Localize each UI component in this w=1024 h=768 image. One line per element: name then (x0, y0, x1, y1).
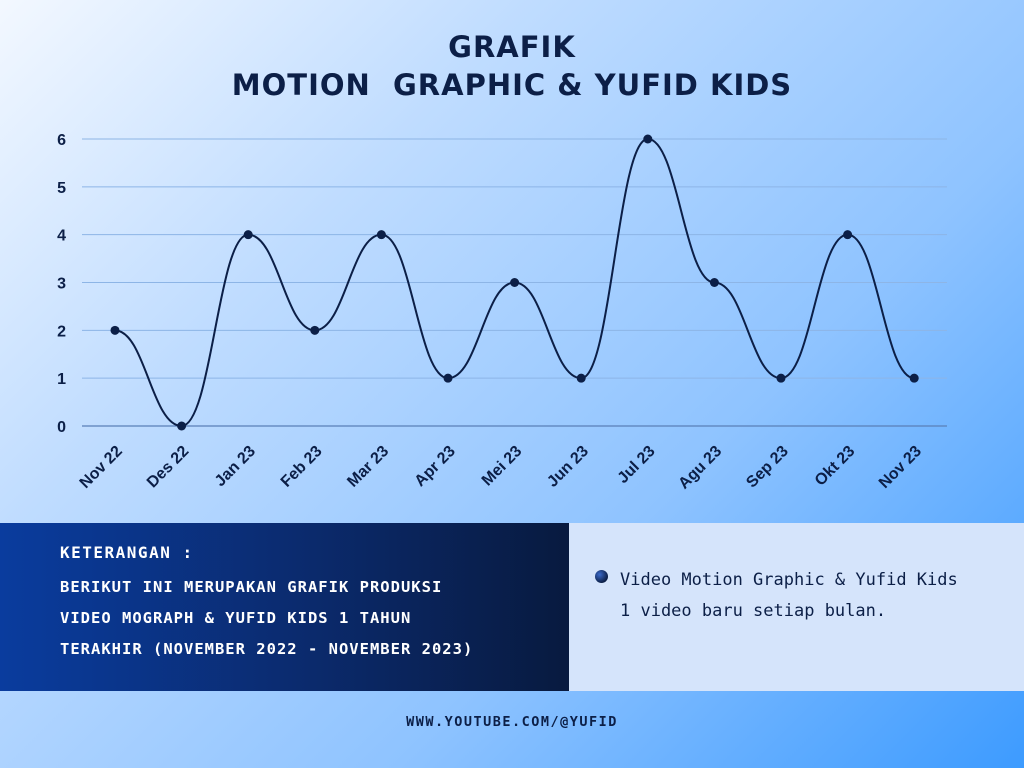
y-tick-label: 3 (57, 276, 66, 293)
data-point (243, 230, 253, 240)
data-point (576, 373, 586, 383)
y-tick-label: 6 (57, 132, 66, 149)
legend-panel: Video Motion Graphic & Yufid Kids 1 vide… (569, 523, 1024, 691)
legend-text: Video Motion Graphic & Yufid Kids 1 vide… (620, 565, 958, 627)
y-tick-label: 2 (57, 323, 66, 340)
keterangan-line-2: VIDEO MOGRAPH & YUFID KIDS 1 TAHUN (60, 609, 412, 627)
x-axis-ticks: Nov 22 Des 22 Jan 23 Feb 23 Mar 23 Apr 23 Mei … (77, 443, 925, 493)
chart-title: GRAFIK MOTION GRAPHIC & YUFID KIDS (0, 28, 1024, 104)
x-tick-label: Sep 23 (743, 443, 792, 492)
line-chart: 0 1 2 3 4 5 6 Nov 22 Des 22 Jan 23 Feb 23 Mar 23 Ap… (57, 132, 947, 493)
y-tick-label: 1 (57, 371, 66, 388)
keterangan-line-1: BERIKUT INI MERUPAKAN GRAFIK PRODUKSI (60, 578, 443, 596)
chart-title-line-2: MOTION GRAPHIC & YUFID KIDS (231, 68, 793, 102)
x-tick-label: Apr 23 (412, 443, 459, 490)
x-tick-label: Mei 23 (479, 443, 526, 490)
data-point (177, 421, 187, 431)
y-tick-label: 0 (57, 419, 66, 436)
data-point (643, 134, 653, 144)
y-axis-ticks: 0 1 2 3 4 5 6 (57, 132, 66, 436)
data-point (709, 278, 719, 287)
x-tick-label: Nov 22 (77, 443, 126, 492)
x-tick-label: Agu 23 (675, 443, 725, 493)
footer-url: WWW.YOUTUBE.COM/@YUFID (406, 714, 618, 730)
x-tick-label: Jun 23 (544, 443, 592, 491)
x-tick-label: Feb 23 (278, 443, 326, 491)
chart-title-line-1: GRAFIK (448, 30, 576, 64)
x-tick-label: Jan 23 (212, 443, 259, 490)
data-point (843, 230, 853, 240)
keterangan-panel: KETERANGAN : BERIKUT INI MERUPAKAN GRAFI… (0, 523, 569, 691)
x-tick-label: Okt 23 (812, 443, 859, 490)
legend-bullet-icon (595, 570, 608, 583)
x-tick-label: Des 22 (144, 443, 193, 492)
legend-entry: Video Motion Graphic & Yufid Kids 1 vide… (595, 565, 1024, 627)
data-point (310, 325, 320, 335)
data-point (110, 325, 120, 335)
keterangan-line-3: TERAKHIR (NOVEMBER 2022 - NOVEMBER 2023) (60, 640, 474, 658)
x-tick-label: Mar 23 (344, 443, 392, 491)
data-point (376, 230, 386, 240)
keterangan-title: KETERANGAN : (60, 543, 194, 562)
x-tick-label: Jul 23 (615, 443, 659, 487)
y-tick-label: 4 (57, 228, 66, 245)
legend-line-2: 1 video baru setiap bulan. (620, 601, 887, 621)
data-point (443, 373, 453, 383)
y-tick-label: 5 (57, 180, 66, 197)
data-point (776, 373, 786, 383)
x-tick-label: Nov 23 (876, 443, 925, 492)
data-point (510, 278, 520, 287)
keterangan-description: BERIKUT INI MERUPAKAN GRAFIK PRODUKSI VI… (60, 572, 569, 665)
legend-line-1: Video Motion Graphic & Yufid Kids (620, 570, 958, 590)
data-point (909, 373, 919, 383)
data-points (110, 134, 919, 431)
